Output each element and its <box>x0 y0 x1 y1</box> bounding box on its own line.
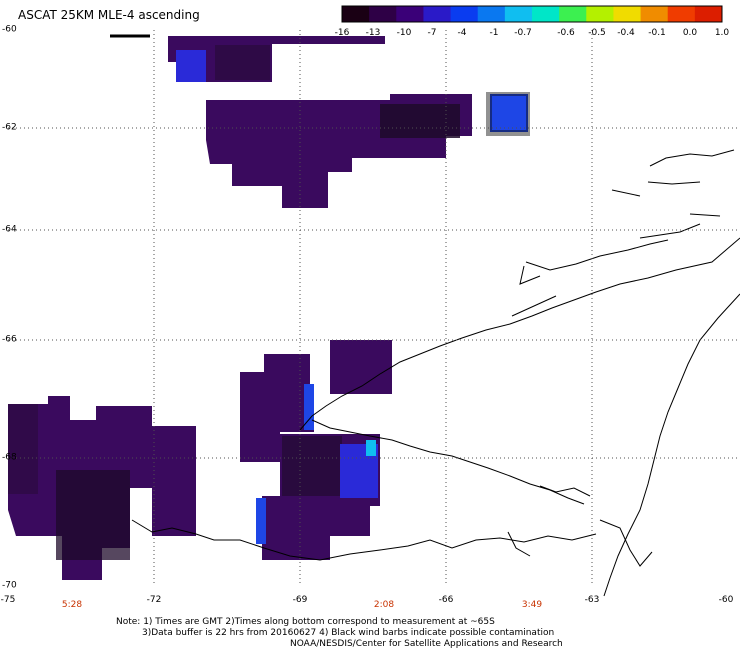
coastline-peninsula-south <box>603 293 740 597</box>
colorbar-swatch <box>694 6 723 22</box>
colorbar-label: -0.1 <box>648 28 666 38</box>
swath-se-dark <box>282 436 342 496</box>
note-line-3: NOAA/NESDIS/Center for Satellite Applica… <box>290 639 563 649</box>
swath-north-dark <box>215 45 270 80</box>
coastline <box>131 149 740 597</box>
colorbar-swatch <box>586 6 614 22</box>
colorbar-label: -13 <box>365 28 381 38</box>
colorbar-label: 0.0 <box>682 28 698 38</box>
swath-sw-dark2 <box>8 404 38 494</box>
swath-blue-core <box>492 96 526 130</box>
colorbar-swatch <box>559 6 587 22</box>
coastline-shelf <box>131 519 597 561</box>
colorbar-swatch <box>423 6 452 22</box>
colorbar-label: -10 <box>396 28 412 38</box>
longitude-label: -66 <box>438 595 454 605</box>
coastline-islands-2 <box>511 239 669 317</box>
colorbar-swatch <box>450 6 479 22</box>
colorbar-frame <box>341 5 723 23</box>
longitude-label: -63 <box>584 595 600 605</box>
colorbar-label: 1.0 <box>714 28 730 38</box>
colorbar-label: -0.5 <box>588 28 606 38</box>
swath-central <box>240 354 314 462</box>
swath-north-blue <box>176 50 206 82</box>
latitude-label: -60 <box>2 24 17 35</box>
swath-central-blue <box>304 384 314 430</box>
colorbar-label: -0.4 <box>617 28 635 38</box>
swath-se-cyan <box>366 440 376 456</box>
colorbar-swatch <box>396 6 424 22</box>
time-label: 3:49 <box>521 600 543 610</box>
swath-sw-dark <box>56 470 130 560</box>
swath-dark-patch <box>380 104 460 138</box>
lat-lon-grid <box>8 30 740 586</box>
colorbar-swatch <box>369 6 397 22</box>
longitude-label: -60 <box>718 595 734 605</box>
coastline-inner <box>311 419 585 505</box>
wind-data-field <box>8 36 530 580</box>
colorbar-swatch <box>342 6 370 22</box>
colorbar-label: -16 <box>334 28 350 38</box>
coastline-peninsula-north <box>299 237 740 431</box>
colorbar-swatch <box>504 6 533 22</box>
coastline-islands-3 <box>507 485 653 567</box>
swath-se-blue-strip <box>256 498 266 544</box>
map-title: ASCAT 25KM MLE-4 ascending <box>18 8 200 22</box>
longitude-label: -75 <box>0 595 16 605</box>
note-line-1: Note: 1) Times are GMT 2)Times along bot… <box>116 617 495 627</box>
colorbar-label: -4 <box>457 28 467 38</box>
longitude-label: -69 <box>292 595 308 605</box>
colorbar-swatch <box>667 6 696 22</box>
latitude-label: -64 <box>2 224 17 235</box>
latitude-label: -66 <box>2 334 17 345</box>
latitude-label: -70 <box>2 580 17 591</box>
colorbar-label: -0.7 <box>514 28 532 38</box>
time-label: 2:08 <box>373 600 395 610</box>
colorbar-label: -1 <box>489 28 499 38</box>
colorbar-swatch <box>532 6 560 22</box>
coastline-islands-1 <box>611 149 735 239</box>
colorbar-swatch <box>477 6 506 22</box>
colorbar-label: -7 <box>427 28 437 38</box>
colorbar <box>341 5 723 23</box>
time-label: 5:28 <box>61 600 83 610</box>
colorbar-swatch <box>640 6 669 22</box>
swath-peninsula <box>330 340 392 394</box>
latitude-label: -68 <box>2 452 17 463</box>
colorbar-label: -0.6 <box>557 28 575 38</box>
note-line-2: 3)Data buffer is 22 hrs from 20160627 4)… <box>142 628 555 638</box>
latitude-label: -62 <box>2 122 17 133</box>
longitude-label: -72 <box>146 595 162 605</box>
colorbar-swatch <box>613 6 642 22</box>
